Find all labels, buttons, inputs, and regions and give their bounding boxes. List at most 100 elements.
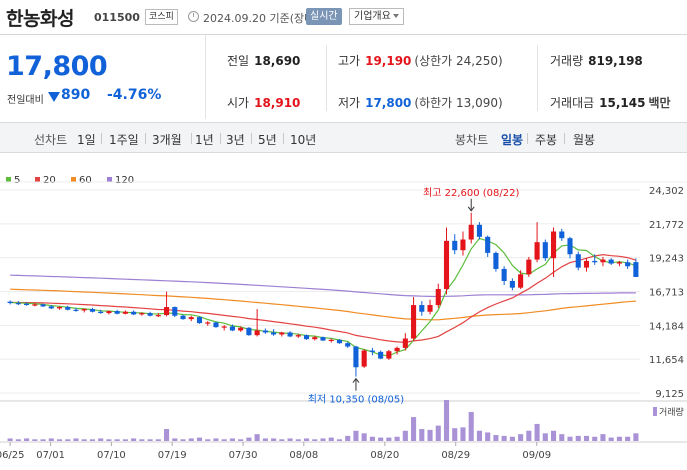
volume-bar xyxy=(295,439,301,441)
candle xyxy=(24,302,30,306)
volume-bar xyxy=(608,437,614,441)
candle xyxy=(287,331,293,338)
candle-body xyxy=(427,305,433,312)
volume-bar xyxy=(98,438,104,441)
price-chart[interactable]: 5 20 60 120 24,302 21,772 19,243 16,713 14,184 1… xyxy=(0,165,687,470)
candle xyxy=(131,310,137,316)
volume-bar xyxy=(81,439,87,441)
line-chart-label: 선차트 xyxy=(34,133,68,147)
volume-bar xyxy=(188,438,194,441)
volume-bar xyxy=(312,439,318,441)
period-3y[interactable]: 3년 xyxy=(226,133,245,147)
volume-bar xyxy=(501,435,507,441)
volume-value: 819,198 xyxy=(588,54,643,68)
candle-body xyxy=(122,311,128,314)
period-1w[interactable]: 1주일 xyxy=(109,133,139,147)
divider xyxy=(283,133,284,144)
low-arrow-icon xyxy=(352,377,360,383)
change-value: 890 xyxy=(61,87,91,103)
volume-bar xyxy=(271,438,277,441)
period-10y[interactable]: 10년 xyxy=(290,133,317,147)
candle xyxy=(394,346,400,355)
stock-name: 한농화성 xyxy=(6,8,74,30)
candle-body xyxy=(139,313,145,315)
candle xyxy=(386,349,392,360)
candle-body xyxy=(114,311,120,314)
candle xyxy=(493,251,499,272)
candle-body xyxy=(468,224,474,240)
period-5y[interactable]: 5년 xyxy=(258,133,277,147)
candle-body xyxy=(625,262,631,267)
period-3m[interactable]: 3개월 xyxy=(152,133,182,147)
candle-body xyxy=(633,262,639,277)
volume-bar xyxy=(336,439,343,441)
y-tick-label: 19,243 xyxy=(649,254,684,265)
ma120-line xyxy=(10,274,636,298)
candle-body xyxy=(287,332,293,337)
company-overview-dropdown[interactable]: 기업개요 xyxy=(349,8,404,25)
change-rate: -4.76% xyxy=(107,87,162,103)
candle-body xyxy=(493,252,499,269)
divider xyxy=(220,133,221,144)
price-stats: 전일 18,690 고가 19,190 (상한가 24,250) 거래량 819,198… xyxy=(207,35,687,119)
candle xyxy=(295,333,301,338)
open-label: 시가 xyxy=(227,96,250,110)
candle xyxy=(328,338,334,343)
candle-body xyxy=(65,307,71,310)
candle xyxy=(320,336,326,342)
candle-body xyxy=(567,238,573,255)
candle-body xyxy=(295,335,301,337)
change-label: 전일대비 xyxy=(7,95,44,106)
candle-daily[interactable]: 일봉 xyxy=(501,133,524,147)
candle xyxy=(73,307,79,312)
candle xyxy=(518,270,524,290)
divider xyxy=(564,133,565,144)
divider xyxy=(527,133,528,144)
volume-bar xyxy=(106,439,112,441)
volume-bar xyxy=(435,425,441,441)
candle-body xyxy=(592,260,598,263)
y-tick-label: 9,125 xyxy=(655,389,684,400)
candle-body xyxy=(254,330,260,336)
volume-bar xyxy=(303,438,310,441)
volume-bar xyxy=(320,438,326,441)
candle xyxy=(312,335,318,341)
volume-bar xyxy=(164,429,170,441)
candle xyxy=(583,258,590,272)
volume-bar xyxy=(600,434,606,441)
candle-weekly[interactable]: 주봉 xyxy=(535,133,558,147)
candle-body xyxy=(229,326,235,331)
stat-volume: 거래량 819,198 xyxy=(550,52,643,69)
candle-body xyxy=(246,327,252,336)
volume-bar xyxy=(427,429,433,441)
market-badge: 코스피 xyxy=(145,9,178,25)
candle-body xyxy=(369,350,375,352)
candle-body xyxy=(180,315,186,320)
candle-monthly[interactable]: 월봉 xyxy=(573,133,596,147)
candle-body xyxy=(534,242,540,260)
realtime-button[interactable]: 실시간 xyxy=(306,8,342,25)
candle xyxy=(7,300,13,305)
volume-bar xyxy=(493,435,499,441)
volume-bar xyxy=(361,433,367,441)
stat-amount: 거래대금 15,145 백만 xyxy=(550,94,671,111)
volume-bar xyxy=(542,433,548,441)
volume-bar xyxy=(40,439,46,441)
base-date: 2024.09.20 기준(장마감) xyxy=(203,12,329,25)
legend-swatch-20 xyxy=(35,177,40,182)
volume-bars: 거래량 xyxy=(7,400,684,441)
candle-body xyxy=(608,259,614,264)
candle-body xyxy=(320,337,326,341)
high-annotation: 최고 22,600 (08/22) xyxy=(423,187,519,199)
candle-body xyxy=(24,303,30,306)
low-annotation: 최저 10,350 (08/05) xyxy=(308,394,404,406)
period-1d[interactable]: 1일 xyxy=(77,133,96,147)
volume-bar xyxy=(15,439,21,441)
volume-bar xyxy=(254,434,260,441)
candle-body xyxy=(559,231,565,239)
candle xyxy=(616,260,622,267)
candle-body xyxy=(164,307,170,316)
divider xyxy=(191,133,192,144)
period-1y[interactable]: 1년 xyxy=(195,133,214,147)
x-tick-label: 08/08 xyxy=(289,450,318,461)
